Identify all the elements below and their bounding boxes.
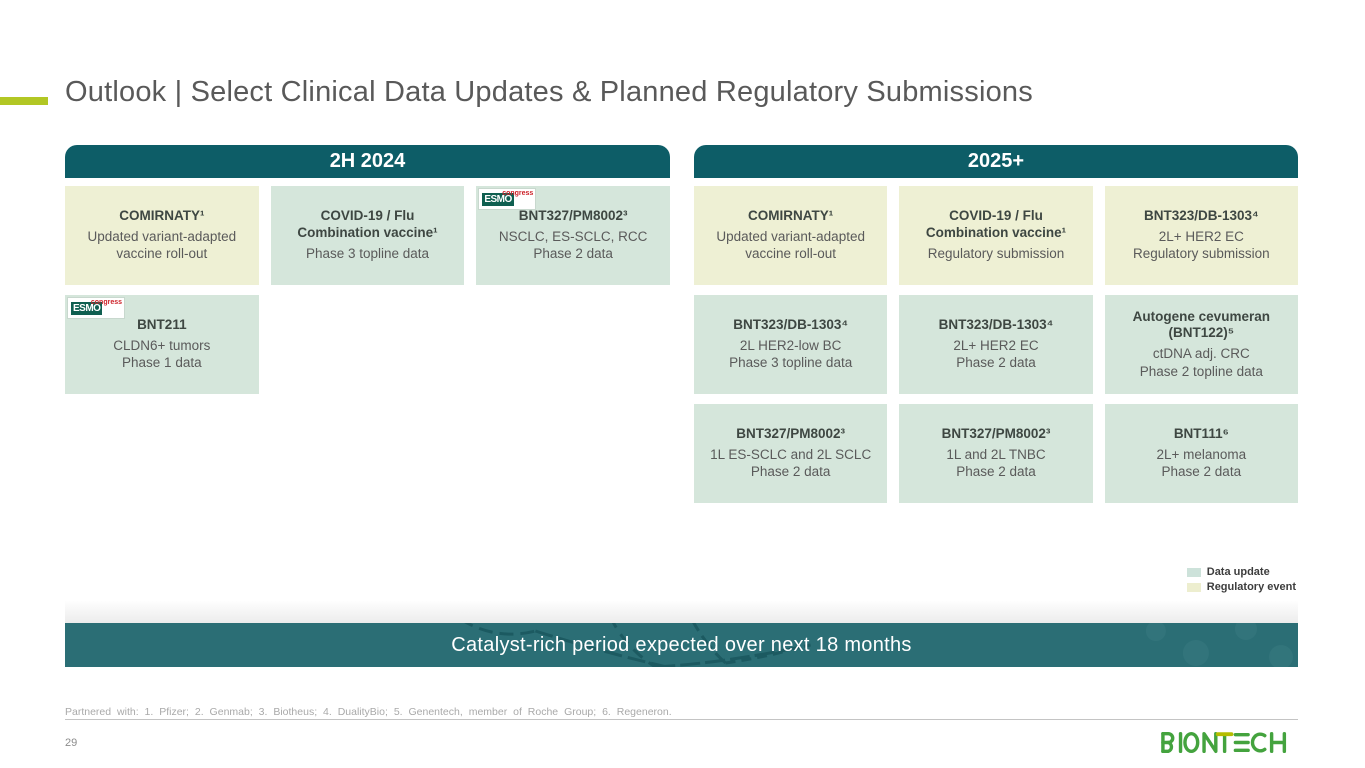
accent-bar — [0, 97, 48, 105]
card-title: BNT323/DB-1303⁴ — [733, 317, 849, 333]
card-grid-2h-2024: COMIRNATY¹ Updated variant-adapted vacci… — [65, 186, 670, 394]
legend-label: Data update — [1206, 566, 1270, 578]
regulatory-event-color-chip — [1186, 582, 1201, 592]
card-bnt327-sclc-2025: BNT327/PM8002³ 1L ES-SCLC and 2L SCLC Ph… — [694, 404, 888, 503]
esmo-logo-text: ESMO — [71, 302, 103, 315]
card-bnt111-2025: BNT111⁶ 2L+ melanoma Phase 2 data — [1104, 404, 1298, 503]
esmo-congress-label: congress — [90, 299, 122, 306]
footnote-divider — [65, 719, 1298, 720]
card-bnt323-bc-2025: BNT323/DB-1303⁴ 2L HER2-low BC Phase 3 t… — [694, 295, 888, 394]
card-bnt323-ec-reg-2025: BNT323/DB-1303⁴ 2L+ HER2 EC Regulatory s… — [1104, 186, 1298, 285]
esmo-logo-text: ESMO — [482, 193, 514, 206]
section-header-2h-2024: 2H 2024 — [65, 145, 670, 178]
card-title: COMIRNATY¹ — [748, 208, 834, 224]
card-title: BNT327/PM8002³ — [736, 426, 846, 442]
card-body: ctDNA adj. CRC Phase 2 topline data — [1139, 346, 1263, 379]
biontech-logo — [1159, 731, 1301, 759]
card-title: Autogene cevumeran (BNT122)⁵ — [1132, 308, 1270, 341]
section-2h-2024: 2H 2024 COMIRNATY¹ Updated variant-adapt… — [65, 145, 670, 394]
footnote: Partnered with: 1. Pfizer; 2. Genmab; 3.… — [65, 706, 672, 718]
card-bnt327-2h2024: ESMO congress BNT327/PM8002³ NSCLC, ES-S… — [476, 186, 670, 285]
card-body: Phase 3 topline data — [305, 246, 430, 262]
card-title: BNT327/PM8002³ — [941, 426, 1051, 442]
card-title: COVID-19 / Flu Combination vaccine¹ — [925, 208, 1067, 241]
card-body: 2L+ melanoma Phase 2 data — [1156, 446, 1247, 480]
page-number: 29 — [65, 737, 78, 749]
legend-label: Regulatory event — [1206, 581, 1296, 593]
card-body: 1L ES-SCLC and 2L SCLC Phase 2 data — [710, 446, 872, 480]
card-autogene-cevumeran-2025: Autogene cevumeran (BNT122)⁵ ctDNA adj. … — [1104, 295, 1298, 394]
card-bnt323-ec-2025: BNT323/DB-1303⁴ 2L+ HER2 EC Phase 2 data — [899, 295, 1093, 394]
card-title: COMIRNATY¹ — [119, 208, 205, 224]
banner-text: Catalyst-rich period expected over next … — [451, 633, 912, 656]
card-title: BNT111⁶ — [1173, 426, 1229, 442]
card-covid-flu-2025: COVID-19 / Flu Combination vaccine¹ Regu… — [899, 186, 1093, 285]
card-bnt211-2h2024: ESMO congress BNT211 CLDN6+ tumors Phase… — [65, 295, 259, 394]
legend: Data update Regulatory event — [1186, 566, 1296, 596]
legend-item-data-update: Data update — [1186, 566, 1296, 578]
esmo-congress-label: congress — [502, 190, 534, 197]
card-body: 2L HER2-low BC Phase 3 topline data — [729, 337, 853, 371]
data-update-color-chip — [1186, 567, 1201, 577]
card-title: BNT327/PM8002³ — [518, 208, 628, 224]
card-body: Updated variant-adapted vaccine roll-out — [87, 228, 237, 262]
card-covid-flu-2h2024: COVID-19 / Flu Combination vaccine¹ Phas… — [270, 186, 465, 285]
catalyst-banner: Catalyst-rich period expected over next … — [65, 623, 1298, 667]
page-title: Outlook | Select Clinical Data Updates &… — [65, 76, 1033, 108]
banner-decorative-lines — [464, 623, 1293, 667]
card-body: CLDN6+ tumors Phase 1 data — [113, 337, 211, 371]
card-title: BNT323/DB-1303⁴ — [938, 317, 1054, 333]
card-comirnaty-2h2024: COMIRNATY¹ Updated variant-adapted vacci… — [65, 186, 259, 285]
section-2025-plus: 2025+ COMIRNATY¹ Updated variant-adapted… — [694, 145, 1298, 503]
card-body: 1L and 2L TNBC Phase 2 data — [946, 446, 1046, 480]
card-grid-2025-plus: COMIRNATY¹ Updated variant-adapted vacci… — [694, 186, 1298, 503]
card-bnt327-tnbc-2025: BNT327/PM8002³ 1L and 2L TNBC Phase 2 da… — [899, 404, 1093, 503]
card-body: NSCLC, ES-SCLC, RCC Phase 2 data — [498, 228, 648, 262]
section-header-2025-plus: 2025+ — [694, 145, 1298, 178]
legend-item-regulatory-event: Regulatory event — [1186, 581, 1296, 593]
card-comirnaty-2025: COMIRNATY¹ Updated variant-adapted vacci… — [694, 186, 888, 285]
esmo-congress-logo: ESMO congress — [479, 189, 536, 209]
card-title: BNT323/DB-1303⁴ — [1143, 208, 1259, 224]
card-body: 2L+ HER2 EC Phase 2 data — [953, 337, 1039, 371]
esmo-congress-logo: ESMO congress — [68, 298, 124, 318]
card-title: COVID-19 / Flu Combination vaccine¹ — [297, 208, 438, 241]
card-body: Regulatory submission — [927, 246, 1065, 262]
card-body: 2L+ HER2 EC Regulatory submission — [1133, 228, 1270, 262]
banner-top-strip — [65, 601, 1298, 623]
card-title: BNT211 — [137, 317, 187, 333]
card-body: Updated variant-adapted vaccine roll-out — [716, 228, 865, 262]
